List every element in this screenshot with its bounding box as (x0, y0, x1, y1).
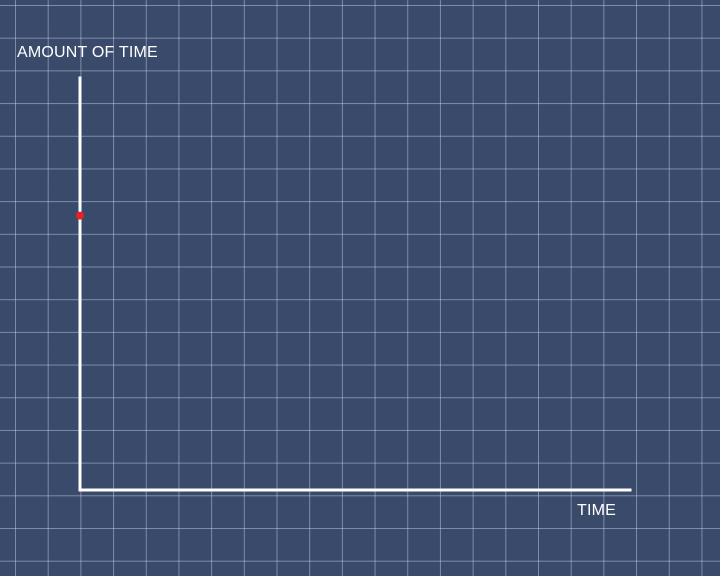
data-point (76, 211, 84, 220)
x-axis-label: TIME (577, 502, 616, 519)
y-axis-label: AMOUNT OF TIME (17, 44, 158, 61)
data-points (76, 211, 84, 220)
axes (78, 76, 632, 492)
